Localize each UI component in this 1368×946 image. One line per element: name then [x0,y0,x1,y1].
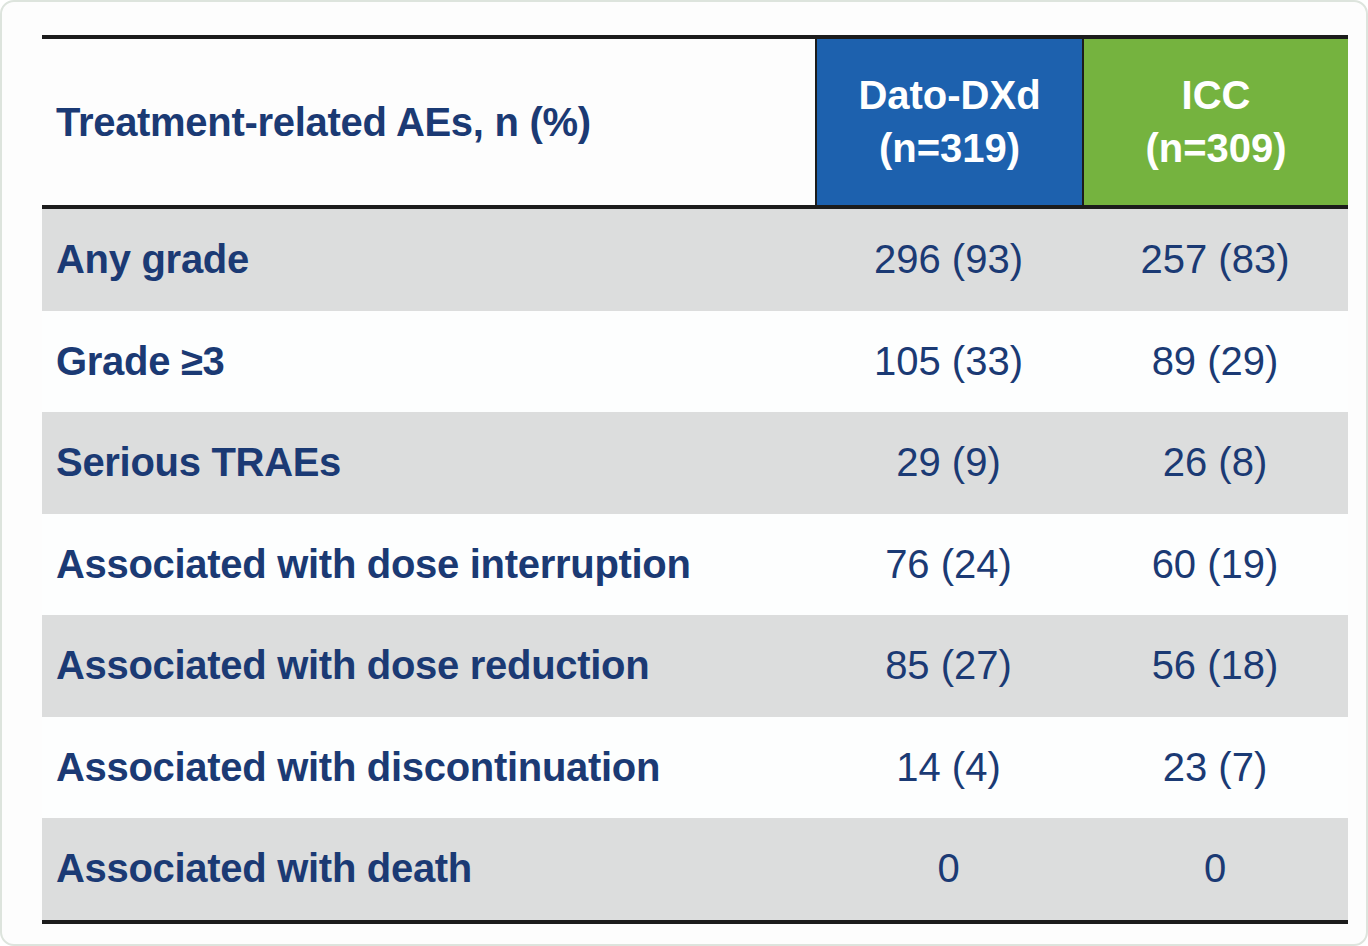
table-row: Associated with discontinuation14 (4)23 … [42,717,1348,819]
dato-dxd-value: 29 (9) [815,440,1082,485]
dato-dxd-value: 296 (93) [815,237,1082,282]
icc-value: 60 (19) [1082,542,1348,587]
table-row: Grade ≥3105 (33)89 (29) [42,311,1348,413]
dato-dxd-value: 76 (24) [815,542,1082,587]
table-row: Associated with dose reduction85 (27)56 … [42,615,1348,717]
icc-value: 26 (8) [1082,440,1348,485]
row-label: Associated with dose reduction [42,643,815,688]
row-label: Any grade [42,237,815,282]
row-label: Grade ≥3 [42,339,815,384]
dato-dxd-n: (n=319) [879,122,1020,175]
dato-dxd-value: 0 [815,846,1082,891]
row-label: Associated with death [42,846,815,891]
slide-page: Treatment-related AEs, n (%) Dato-DXd (n… [0,0,1368,946]
treatment-related-aes-table: Treatment-related AEs, n (%) Dato-DXd (n… [42,35,1348,924]
table-body: Any grade296 (93)257 (83)Grade ≥3105 (33… [42,209,1348,920]
dato-dxd-label: Dato-DXd [858,69,1040,122]
column-header-dato-dxd: Dato-DXd (n=319) [815,39,1082,205]
table-row: Serious TRAEs29 (9)26 (8) [42,412,1348,514]
icc-value: 56 (18) [1082,643,1348,688]
dato-dxd-value: 14 (4) [815,745,1082,790]
icc-label: ICC [1182,69,1251,122]
icc-value: 89 (29) [1082,339,1348,384]
dato-dxd-value: 85 (27) [815,643,1082,688]
icc-value: 23 (7) [1082,745,1348,790]
icc-n: (n=309) [1145,122,1286,175]
table-row: Any grade296 (93)257 (83) [42,209,1348,311]
column-header-icc: ICC (n=309) [1082,39,1348,205]
table-row: Associated with dose interruption76 (24)… [42,514,1348,616]
row-label: Serious TRAEs [42,440,815,485]
column-header-treatment-related-aes: Treatment-related AEs, n (%) [42,39,815,205]
icc-value: 257 (83) [1082,237,1348,282]
row-label: Associated with discontinuation [42,745,815,790]
row-label: Associated with dose interruption [42,542,815,587]
dato-dxd-value: 105 (33) [815,339,1082,384]
icc-value: 0 [1082,846,1348,891]
table-row: Associated with death00 [42,818,1348,920]
table-header-row: Treatment-related AEs, n (%) Dato-DXd (n… [42,39,1348,209]
